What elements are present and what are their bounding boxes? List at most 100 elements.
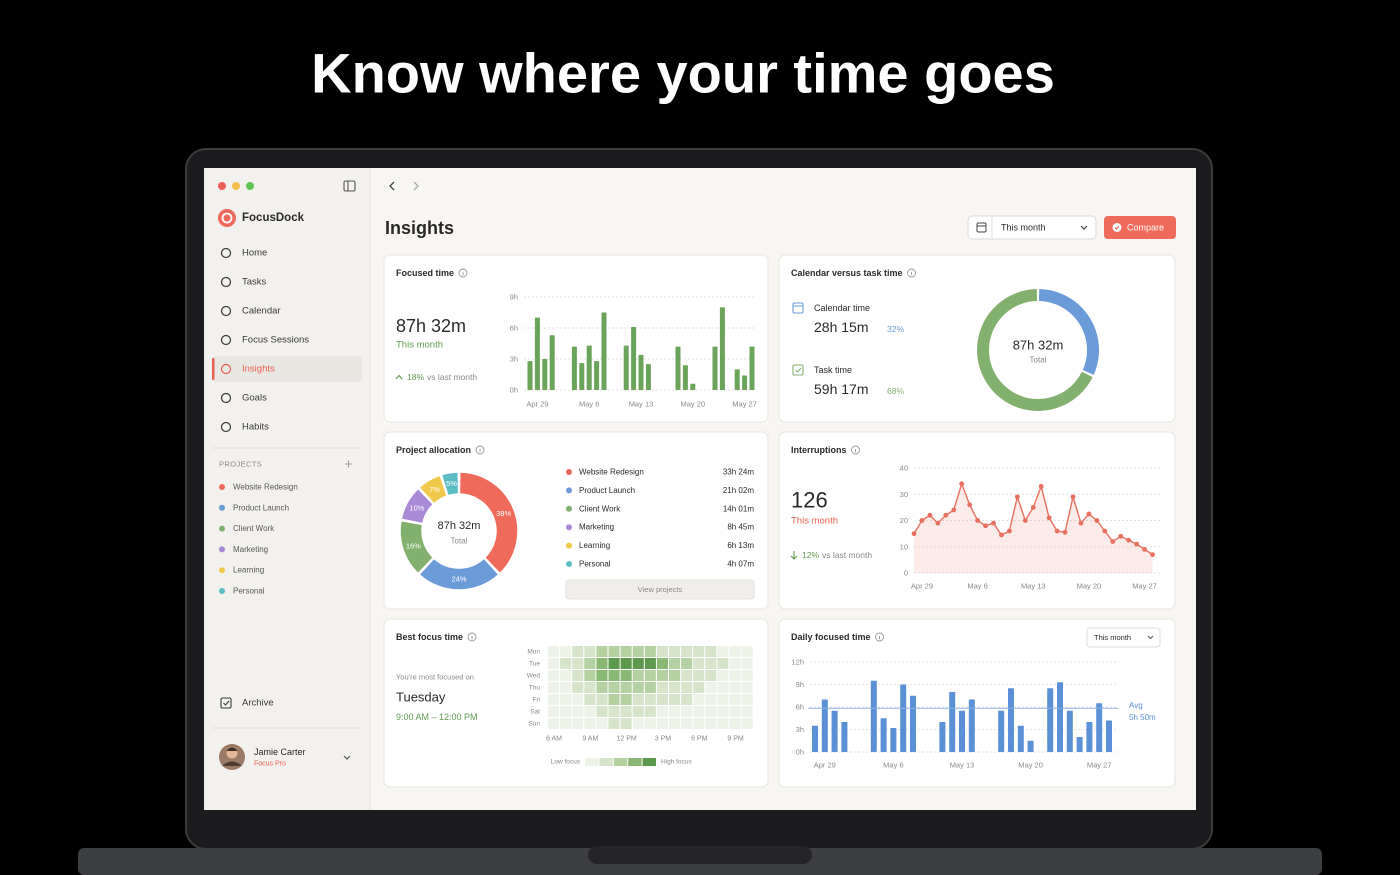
nav-icon [220,363,232,375]
project-item[interactable]: Marketing [233,545,268,554]
compare-label: Compare [1127,223,1164,233]
project-dot [219,546,225,553]
stat-value: 126 [791,488,828,513]
back-button[interactable] [389,181,395,191]
bar [841,722,848,752]
nav-item[interactable]: Focus Sessions [242,335,309,346]
add-project[interactable] [345,460,352,468]
heat-cell [608,658,620,669]
y-tick-label: 12h [791,658,804,667]
heat-cell [548,670,560,681]
heat-cell [717,682,729,693]
heat-cell [705,682,717,693]
project-item[interactable]: Product Launch [233,503,289,512]
project-item[interactable]: Learning [233,566,264,575]
card [383,254,769,423]
project-dot [219,588,225,594]
bar [682,365,688,390]
compare-button[interactable] [1104,216,1176,239]
range-dropdown-chevron [1147,635,1154,640]
segment-label: 38% [496,509,511,518]
range-dropdown[interactable] [1086,627,1161,648]
legend-swatch [585,758,599,766]
heat-cell [596,682,608,693]
donut-segment [1038,289,1100,375]
bar [749,346,755,390]
bar [831,710,838,752]
heat-cell [548,718,560,729]
y-tick-label: 40 [900,464,908,473]
window-close[interactable] [218,182,226,190]
heat-cell [681,706,693,717]
range-picker[interactable] [967,215,1097,240]
nav-icon [220,305,232,317]
heat-cell [669,694,681,705]
legend-label: Task time [814,365,852,375]
heat-cell [693,670,705,681]
legend-dot [566,542,572,549]
legend-duration: 6h 13m [727,541,754,550]
y-tick-label: 3h [510,355,518,364]
user-menu-chevron[interactable] [343,755,351,760]
bar [959,710,965,752]
heat-cell [632,682,644,693]
nav-item[interactable]: Archive [242,698,274,709]
nav-item[interactable]: Calendar [242,306,281,317]
donut-segment [400,487,435,525]
project-dot [219,525,225,532]
x-tick-label: May 27 [732,400,757,409]
heat-cell [560,670,572,681]
change-arrow [395,374,403,380]
heat-cell [584,718,596,729]
nav-item[interactable]: Insights [242,364,275,375]
nav-item[interactable]: Habits [242,422,269,433]
forward-button[interactable] [413,181,419,191]
heat-cell [656,706,668,717]
heat-cell [584,694,596,705]
window-zoom[interactable] [246,182,254,190]
heat-cell [717,658,729,669]
nav-active-indicator [212,358,215,380]
bar [586,345,592,390]
point [1054,528,1060,534]
sidebar-toggle[interactable] [343,180,356,192]
project-item[interactable]: Website Redesign [233,483,298,492]
x-tick-label: 9 AM [582,736,598,743]
heat-cell [644,670,656,681]
heat-cell [717,646,729,657]
donut-center-value: 87h 32m [1013,338,1064,353]
window-minimize[interactable] [232,182,240,190]
heat-cell [644,706,656,717]
heat-cell [572,682,584,693]
heat-cell [608,706,620,717]
bar [594,361,600,390]
heat-cell [620,694,632,705]
project-item[interactable]: Personal [233,587,265,596]
card-title: Interruptions [791,445,847,455]
x-tick-label: 3 PM [655,736,672,743]
heat-cell [596,670,608,681]
legend-icon [792,364,804,376]
heat-cell [608,682,620,693]
x-tick-label: May 6 [967,582,987,591]
y-tick-label: 0h [796,748,804,757]
heat-cell [632,694,644,705]
nav-item[interactable]: Goals [242,393,267,404]
view-projects-button[interactable] [565,579,755,600]
nav-item[interactable]: Home [242,248,267,259]
average-value: 5h 50m [1129,713,1156,722]
heat-cell [729,694,741,705]
nav-item[interactable]: Tasks [242,277,267,288]
y-tick-label: 20 [900,516,908,525]
heat-cell [584,658,596,669]
point [959,481,965,487]
heat-cell [632,670,644,681]
point [1086,511,1092,517]
x-tick-label: May 13 [950,761,975,770]
area [914,483,1153,573]
heat-cell [656,646,668,657]
legend-duration: 21h 02m [723,486,754,495]
stat-value: 87h 32m [396,316,466,336]
change-value: 18% [407,372,424,382]
project-item[interactable]: Client Work [233,524,275,533]
